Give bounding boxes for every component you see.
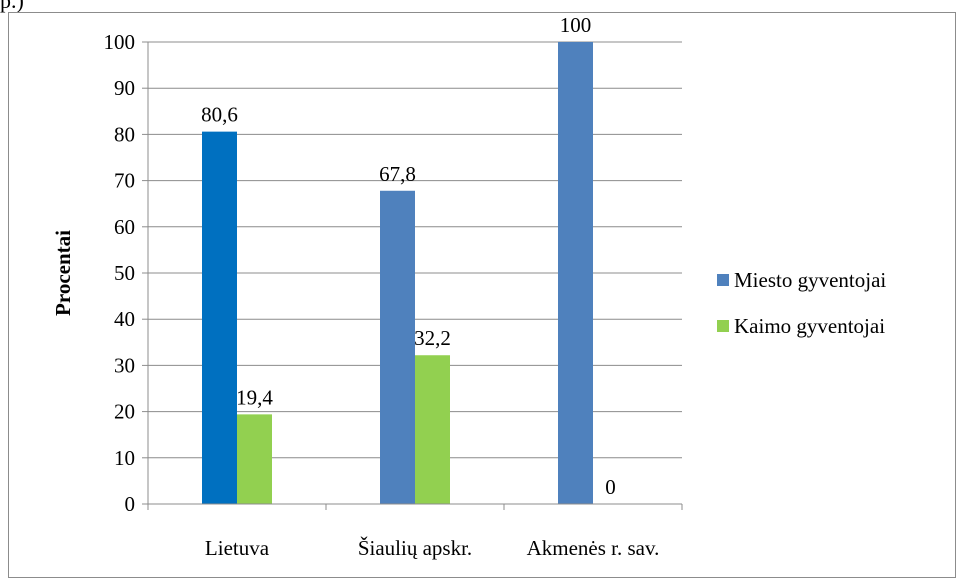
chart-frame xyxy=(8,12,956,578)
data-labels: 80,6 67,8 100 19,4 32,2 0 xyxy=(201,13,616,499)
data-label: 0 xyxy=(605,475,616,499)
bar-kaimo-gyventojai xyxy=(237,414,272,504)
legend-swatch xyxy=(717,274,729,286)
y-tick-label: 80 xyxy=(114,122,135,146)
y-tick-label: 40 xyxy=(114,307,135,331)
y-tick-label: 30 xyxy=(114,353,135,377)
y-tick-label: 20 xyxy=(114,400,135,424)
y-tick-label: 50 xyxy=(114,261,135,285)
x-tick-label: Lietuva xyxy=(205,536,270,560)
y-tick-label: 10 xyxy=(114,446,135,470)
x-tick-label: Šiaulių apskr. xyxy=(358,536,472,560)
legend-label: Kaimo gyventojai xyxy=(734,314,885,338)
legend-swatch xyxy=(717,320,729,332)
bars xyxy=(202,42,593,505)
data-label: 67,8 xyxy=(379,162,416,186)
legend: Miesto gyventojai Kaimo gyventojai xyxy=(717,268,886,338)
legend-label: Miesto gyventojai xyxy=(734,268,886,292)
y-tick-label: 60 xyxy=(114,215,135,239)
page-fragment-text: p.) xyxy=(0,0,24,13)
bar-miesto-gyventojai xyxy=(558,42,593,504)
y-tick-label: 0 xyxy=(125,492,136,516)
bar-miesto-gyventojai xyxy=(202,131,237,505)
y-tick-label: 100 xyxy=(104,30,136,54)
data-label: 19,4 xyxy=(236,385,273,409)
axes: 0 10 20 30 40 50 60 70 80 90 100 Lietuva Šiaulių aps… xyxy=(104,30,683,560)
y-axis-title: Procentai xyxy=(51,230,75,316)
data-label: 100 xyxy=(560,13,592,37)
y-tick-label: 70 xyxy=(114,169,135,193)
data-label: 80,6 xyxy=(201,103,238,127)
x-tick-label: Akmenės r. sav. xyxy=(527,536,660,560)
y-tick-label: 90 xyxy=(114,76,135,100)
data-label: 32,2 xyxy=(414,326,451,350)
bar-miesto-gyventojai xyxy=(380,190,415,504)
bar-kaimo-gyventojai xyxy=(415,355,450,504)
